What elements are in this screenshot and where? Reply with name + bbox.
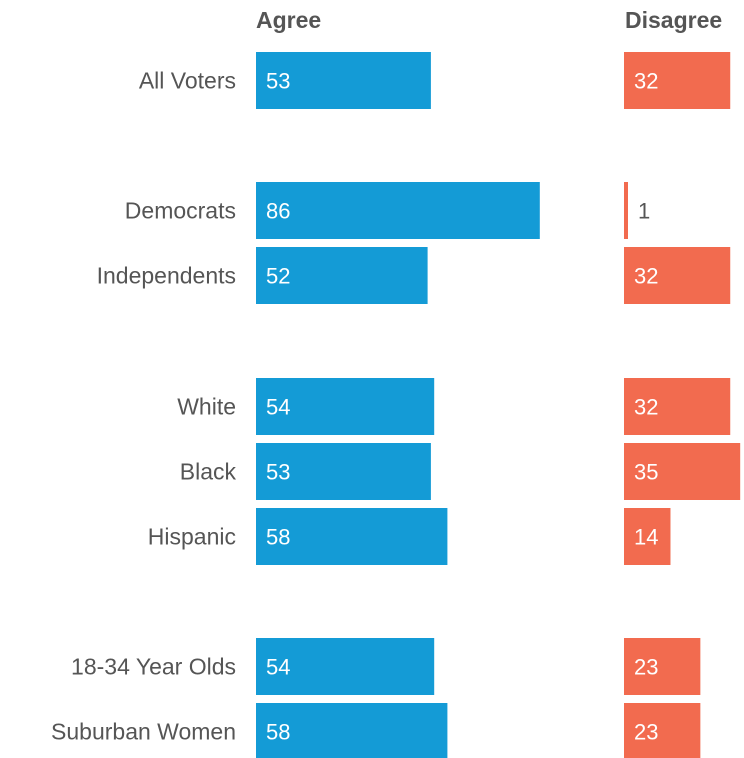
disagree-value-independents: 32: [634, 264, 658, 289]
category-label-all-voters: All Voters: [139, 68, 236, 94]
disagree-value-suburban-women: 23: [634, 720, 658, 745]
disagree-bar-independents: [624, 247, 731, 304]
disagree-bar-suburban-women: [624, 703, 701, 758]
agree-value-black: 53: [266, 460, 290, 485]
disagree-bar-hispanic: [624, 508, 671, 565]
category-label-independents: Independents: [97, 263, 236, 289]
disagree-bar-white: [624, 378, 731, 435]
category-label-18-34-year-olds: 18-34 Year Olds: [71, 654, 236, 680]
agree-value-hispanic: 58: [266, 525, 290, 550]
agree-value-independents: 52: [266, 264, 290, 289]
disagree-value-black: 35: [634, 460, 658, 485]
category-label-democrats: Democrats: [125, 198, 236, 224]
disagree-value-white: 32: [634, 395, 658, 420]
disagree-bar-all-voters: [624, 52, 731, 109]
agree-bar-18-34-year-olds: [256, 638, 435, 695]
disagree-value-all-voters: 32: [634, 69, 658, 94]
agree-value-all-voters: 53: [266, 69, 290, 94]
disagree-column-header: Disagree: [625, 7, 722, 33]
agree-bar-independents: [256, 247, 428, 304]
agree-bar-suburban-women: [256, 703, 448, 758]
agree-bar-white: [256, 378, 435, 435]
disagree-bar-black: [624, 443, 741, 500]
disagree-value-democrats: 1: [638, 199, 650, 224]
agree-bar-black: [256, 443, 431, 500]
category-label-hispanic: Hispanic: [148, 524, 236, 550]
disagree-bar-18-34-year-olds: [624, 638, 701, 695]
agree-bar-hispanic: [256, 508, 448, 565]
disagree-bar-democrats: [624, 182, 628, 239]
disagree-value-hispanic: 14: [634, 525, 658, 550]
agree-bar-all-voters: [256, 52, 431, 109]
category-label-suburban-women: Suburban Women: [51, 719, 236, 745]
agree-value-suburban-women: 58: [266, 720, 290, 745]
agree-value-white: 54: [266, 395, 290, 420]
agree-bar-democrats: [256, 182, 540, 239]
agree-column-header: Agree: [256, 7, 321, 33]
agree-value-democrats: 86: [266, 199, 290, 224]
disagree-value-18-34-year-olds: 23: [634, 655, 658, 680]
agree-value-18-34-year-olds: 54: [266, 655, 290, 680]
category-label-black: Black: [180, 459, 237, 485]
category-label-white: White: [177, 394, 236, 420]
